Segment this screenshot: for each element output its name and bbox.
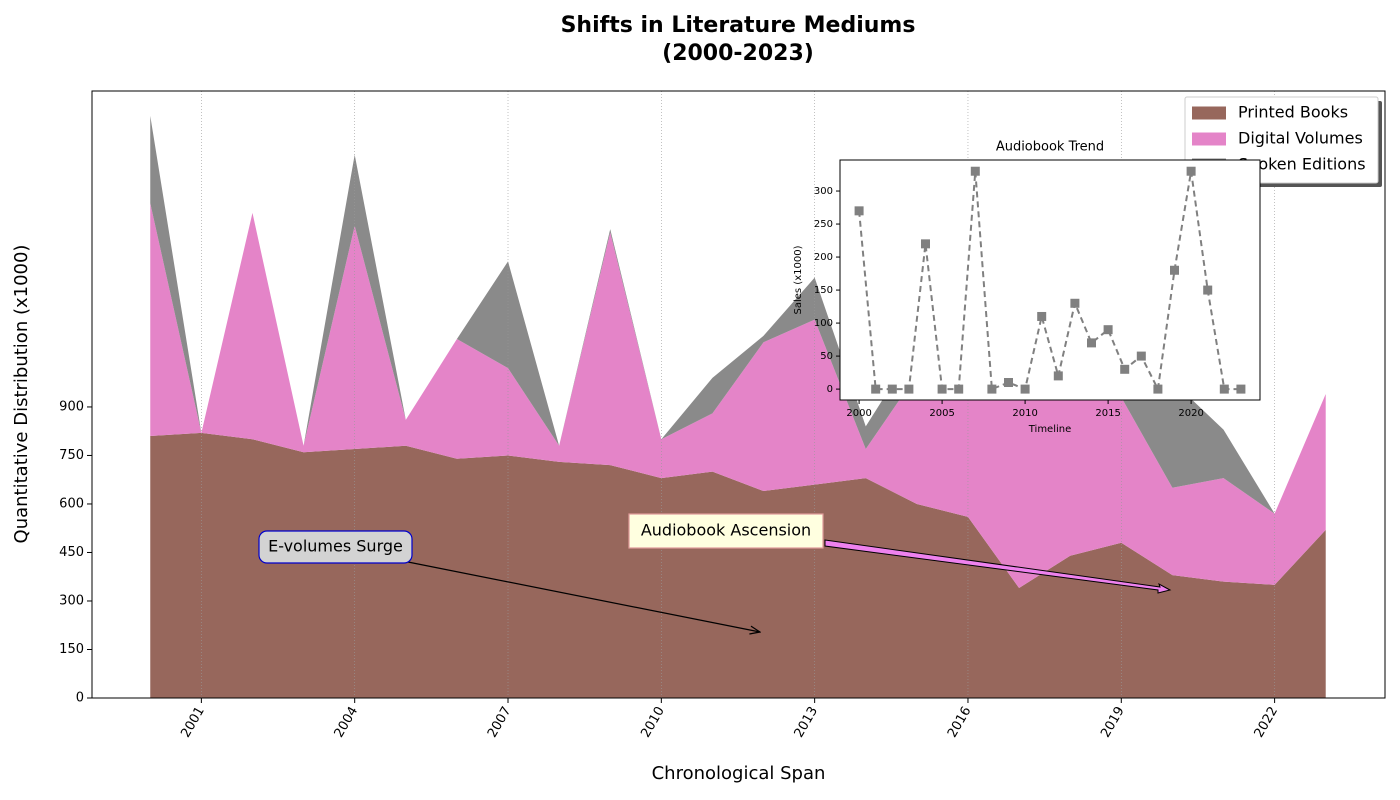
line [858, 171, 1241, 393]
annotation: E-volumes Surge [268, 537, 403, 556]
chart-title: Shifts in Literature Mediums [561, 13, 916, 38]
marker [1087, 338, 1097, 348]
area [150, 432, 1326, 698]
marker [1203, 285, 1213, 295]
marker [871, 384, 881, 394]
annotation-arrow [824, 539, 1172, 594]
legend-label: Printed Books [1238, 103, 1348, 122]
marker [970, 166, 980, 176]
x-axis-label: Timeline [1028, 424, 1072, 435]
marker [1153, 384, 1163, 394]
y-tick-label: 100 [814, 318, 833, 329]
marker [904, 384, 914, 394]
y-tick-label: 600 [59, 496, 84, 511]
legend-label: Digital Volumes [1238, 129, 1363, 148]
marker [954, 384, 964, 394]
marker [1103, 325, 1113, 335]
marker [1020, 384, 1030, 394]
marker [1186, 166, 1196, 176]
x-tick-label: 2005 [929, 408, 954, 419]
y-axis-label: Quantitative Distribution (x1000) [11, 245, 32, 544]
y-tick-label: 0 [76, 691, 84, 706]
annotation-box [258, 530, 413, 564]
marker [1120, 364, 1130, 374]
y-tick-label: 200 [814, 252, 833, 263]
marker [1236, 384, 1246, 394]
plot-frame [91, 90, 1386, 699]
annotation-arrow [407, 561, 760, 632]
inset-frame [839, 159, 1261, 401]
marker [887, 384, 897, 394]
x-tick-label: 2020 [1178, 408, 1203, 419]
y-axis-label: Sales (x1000) [793, 245, 804, 314]
x-tick-label: 2016 [945, 704, 975, 740]
x-tick-label: 2010 [638, 704, 668, 740]
annotation: Audiobook Ascension [641, 521, 811, 540]
marker [854, 206, 864, 216]
y-tick-label: 150 [814, 285, 833, 296]
x-axis-label: Chronological Span [652, 763, 826, 784]
y-tick-label: 0 [827, 384, 833, 395]
y-tick-label: 300 [814, 186, 833, 197]
x-tick-label: 2015 [1095, 408, 1120, 419]
x-tick-label: 2013 [792, 704, 822, 740]
x-tick-label: 2022 [1252, 704, 1282, 740]
area [150, 203, 1326, 589]
marker [1037, 311, 1047, 321]
inset-title: Audiobook Trend [996, 140, 1104, 155]
y-tick-label: 900 [59, 399, 84, 414]
y-tick-label: 300 [59, 593, 84, 608]
inset-background [840, 160, 1260, 400]
y-tick-label: 750 [59, 448, 84, 463]
annotation-box [628, 513, 824, 549]
marker [937, 384, 947, 394]
area [150, 115, 1326, 514]
x-tick-label: 2019 [1098, 704, 1128, 740]
legend-swatch [1192, 132, 1226, 146]
marker [1053, 371, 1063, 381]
y-tick-label: 150 [59, 642, 84, 657]
chart-title: (2000-2023) [662, 41, 814, 66]
x-tick-label: 2000 [846, 408, 871, 419]
y-tick-label: 450 [59, 545, 84, 560]
marker [987, 384, 997, 394]
y-tick-label: 50 [820, 351, 833, 362]
marker [1070, 298, 1080, 308]
x-tick-label: 2007 [485, 704, 515, 740]
y-tick-label: 250 [814, 219, 833, 230]
x-tick-label: 2001 [178, 704, 208, 740]
x-tick-label: 2004 [332, 704, 362, 740]
marker [920, 239, 930, 249]
legend-label: Spoken Editions [1238, 155, 1366, 174]
marker [1003, 378, 1013, 388]
marker [1136, 351, 1146, 361]
x-tick-label: 2010 [1012, 408, 1037, 419]
legend-swatch [1192, 106, 1226, 120]
marker [1219, 384, 1229, 394]
marker [1170, 265, 1180, 275]
